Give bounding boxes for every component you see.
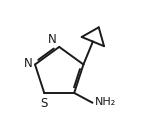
Text: N: N bbox=[24, 57, 32, 70]
Text: N: N bbox=[48, 33, 57, 46]
Text: S: S bbox=[40, 97, 47, 110]
Text: NH₂: NH₂ bbox=[94, 97, 116, 107]
